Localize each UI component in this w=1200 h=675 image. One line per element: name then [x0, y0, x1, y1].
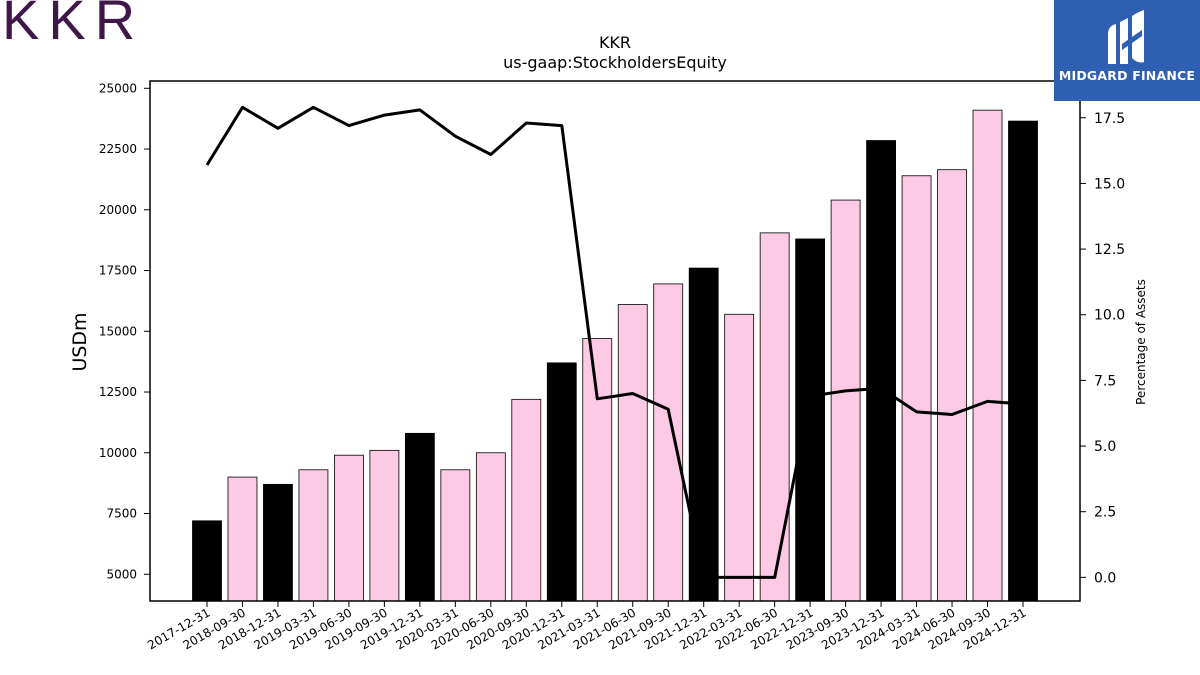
y2-tick-label: 7.5 [1094, 373, 1116, 389]
y2-tick-label: 0.0 [1094, 570, 1116, 586]
y-tick-label: 7500 [106, 507, 137, 521]
y2-tick-label: 15.0 [1094, 176, 1125, 192]
bar-2022-12-31 [795, 238, 826, 602]
y-tick-label: 17500 [99, 264, 137, 278]
bar-2023-12-31 [866, 140, 896, 602]
bar-2024-06-30 [937, 169, 967, 602]
y2-tick-label: 12.5 [1094, 242, 1125, 258]
midgard-finance-logo: MIDGARD FINANCE [1054, 0, 1200, 101]
chart-subtitle: us-gaap:StockholdersEquity [503, 53, 727, 72]
bar-2024-03-31 [901, 175, 932, 602]
y2-tick-label: 10.0 [1094, 308, 1125, 324]
bar-2019-09-30 [369, 449, 400, 602]
y-tick-label: 10000 [99, 446, 137, 460]
chart-title: KKR [599, 33, 631, 52]
y-tick-label: 15000 [99, 324, 137, 338]
bar-2019-06-30 [334, 454, 364, 602]
y-tick-label: 20000 [99, 203, 137, 217]
midgard-mark-icon [1108, 10, 1144, 64]
plot-frame [149, 80, 1081, 602]
bar-2024-09-30 [972, 109, 1003, 602]
percentage-line [205, 105, 1024, 579]
publisher-name: MIDGARD FINANCE [1058, 68, 1196, 83]
y-tick-label: 22500 [99, 142, 137, 156]
bar-2019-03-31 [298, 469, 329, 602]
bar-2020-09-30 [511, 398, 542, 602]
bar-2021-03-31 [582, 338, 613, 602]
y-tick-label: 5000 [106, 567, 137, 581]
bar-2020-06-30 [475, 452, 506, 602]
kkr-logo: KKR [2, 0, 145, 51]
bar-2021-06-30 [617, 304, 648, 602]
bar-2020-03-31 [440, 469, 471, 602]
bar-2023-09-30 [830, 199, 861, 602]
y2-axis-label: Percentage of Assets [1134, 279, 1148, 405]
bar-2021-09-30 [653, 283, 684, 602]
y2-tick-label: 2.5 [1094, 505, 1116, 521]
bar-2022-03-31 [724, 313, 755, 602]
bar-2018-09-30 [227, 476, 258, 602]
bar-2019-12-31 [404, 432, 435, 602]
y2-tick-label: 17.5 [1094, 111, 1125, 127]
y-tick-label: 25000 [99, 81, 137, 95]
bar-2024-12-31 [1008, 120, 1038, 602]
y-tick-label: 12500 [99, 385, 137, 399]
bar-2017-12-31 [192, 520, 222, 602]
bar-2020-12-31 [546, 362, 577, 602]
bar-2021-12-31 [688, 267, 719, 602]
y2-tick-label: 5.0 [1094, 439, 1116, 455]
y-axis-label: USDm [69, 312, 91, 371]
bar-2018-12-31 [263, 483, 293, 602]
bar-2022-06-30 [759, 232, 790, 602]
